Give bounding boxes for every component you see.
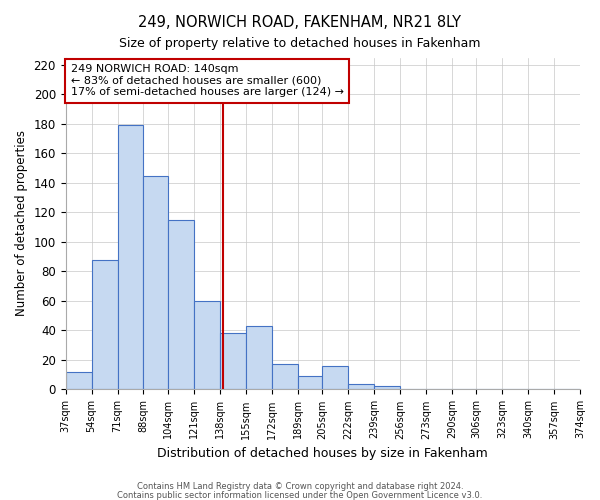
- Text: 249, NORWICH ROAD, FAKENHAM, NR21 8LY: 249, NORWICH ROAD, FAKENHAM, NR21 8LY: [139, 15, 461, 30]
- Bar: [322, 366, 348, 390]
- Text: Contains HM Land Registry data © Crown copyright and database right 2024.: Contains HM Land Registry data © Crown c…: [137, 482, 463, 491]
- X-axis label: Distribution of detached houses by size in Fakenham: Distribution of detached houses by size …: [157, 447, 488, 460]
- Bar: [348, 384, 374, 390]
- Text: Size of property relative to detached houses in Fakenham: Size of property relative to detached ho…: [119, 38, 481, 51]
- Bar: [246, 326, 272, 390]
- Bar: [168, 220, 194, 390]
- Bar: [194, 301, 220, 390]
- Y-axis label: Number of detached properties: Number of detached properties: [15, 130, 28, 316]
- Text: 249 NORWICH ROAD: 140sqm
← 83% of detached houses are smaller (600)
17% of semi-: 249 NORWICH ROAD: 140sqm ← 83% of detach…: [71, 64, 344, 98]
- Bar: [272, 364, 298, 390]
- Bar: [143, 176, 168, 390]
- Bar: [298, 376, 322, 390]
- Bar: [220, 334, 246, 390]
- Bar: [65, 372, 92, 390]
- Bar: [374, 386, 400, 390]
- Bar: [118, 126, 143, 390]
- Bar: [92, 260, 118, 390]
- Text: Contains public sector information licensed under the Open Government Licence v3: Contains public sector information licen…: [118, 490, 482, 500]
